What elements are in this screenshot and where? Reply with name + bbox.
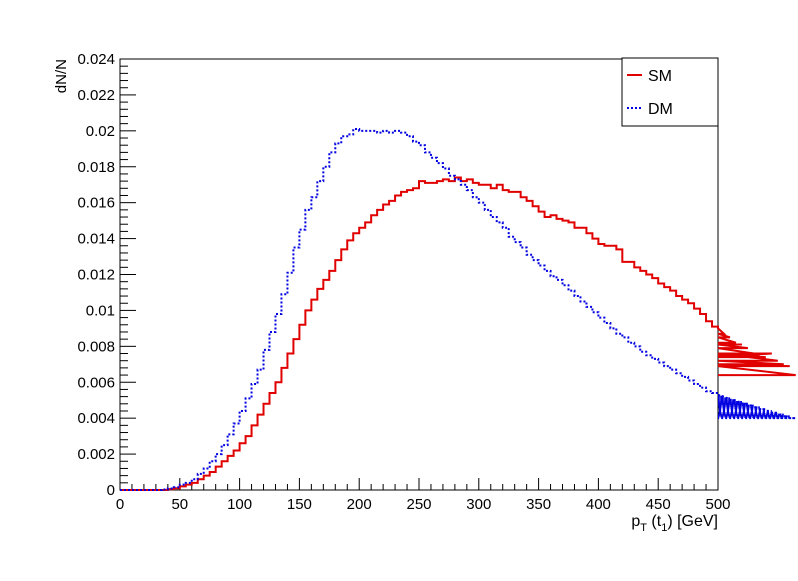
x-tick-label: 350 [526,496,551,513]
series-layer [120,128,796,491]
x-tick-label: 400 [586,496,611,513]
x-axis-ticks: 0 50 100 150 200 250 300 350 400 450 500 [116,478,731,513]
y-tick-label: 0.016 [77,195,115,212]
y-tick-label: 0.008 [77,338,115,355]
x-axis-label-sub-1: T [640,522,647,534]
y-tick-label: 0 [107,482,115,499]
x-tick-label: 250 [406,496,431,513]
y-axis-label: dN/N [53,59,70,93]
x-axis-label-main-1: p [631,513,640,530]
legend-box [621,57,719,127]
x-tick-label: 100 [227,496,252,513]
x-axis-label: pT (t1) [GeV] [631,513,718,534]
y-tick-label: 0.006 [77,374,115,391]
x-tick-label: 300 [466,496,491,513]
x-axis-label-main-2: (t [647,513,662,530]
x-axis-label-sub-2: 1 [661,522,667,534]
x-tick-label: 0 [116,496,124,513]
y-tick-label: 0.024 [77,51,115,68]
y-tick-label: 0.018 [77,159,115,176]
legend-label-sm: SM [648,68,672,85]
legend-label-dm: DM [648,101,673,118]
series-sm-line [120,176,796,491]
y-tick-label: 0.004 [77,410,115,427]
x-tick-label: 450 [646,496,671,513]
y-tick-label: 0.014 [77,231,115,248]
y-tick-label: 0.002 [77,446,115,463]
x-axis-label-main-3: ) [GeV] [667,513,718,530]
y-tick-label: 0.022 [77,87,115,104]
x-tick-label: 500 [705,496,730,513]
x-tick-label: 150 [287,496,312,513]
y-tick-label: 0.01 [86,302,115,319]
y-tick-label: 0.02 [86,123,115,140]
x-tick-label: 200 [347,496,372,513]
x-tick-label: 50 [171,496,188,513]
y-axis-ticks: 0 0.002 0.004 0.006 0.008 0.01 0.012 0.014 0.016… [77,51,136,499]
legend: SM DM [621,57,719,127]
y-tick-label: 0.012 [77,267,115,284]
